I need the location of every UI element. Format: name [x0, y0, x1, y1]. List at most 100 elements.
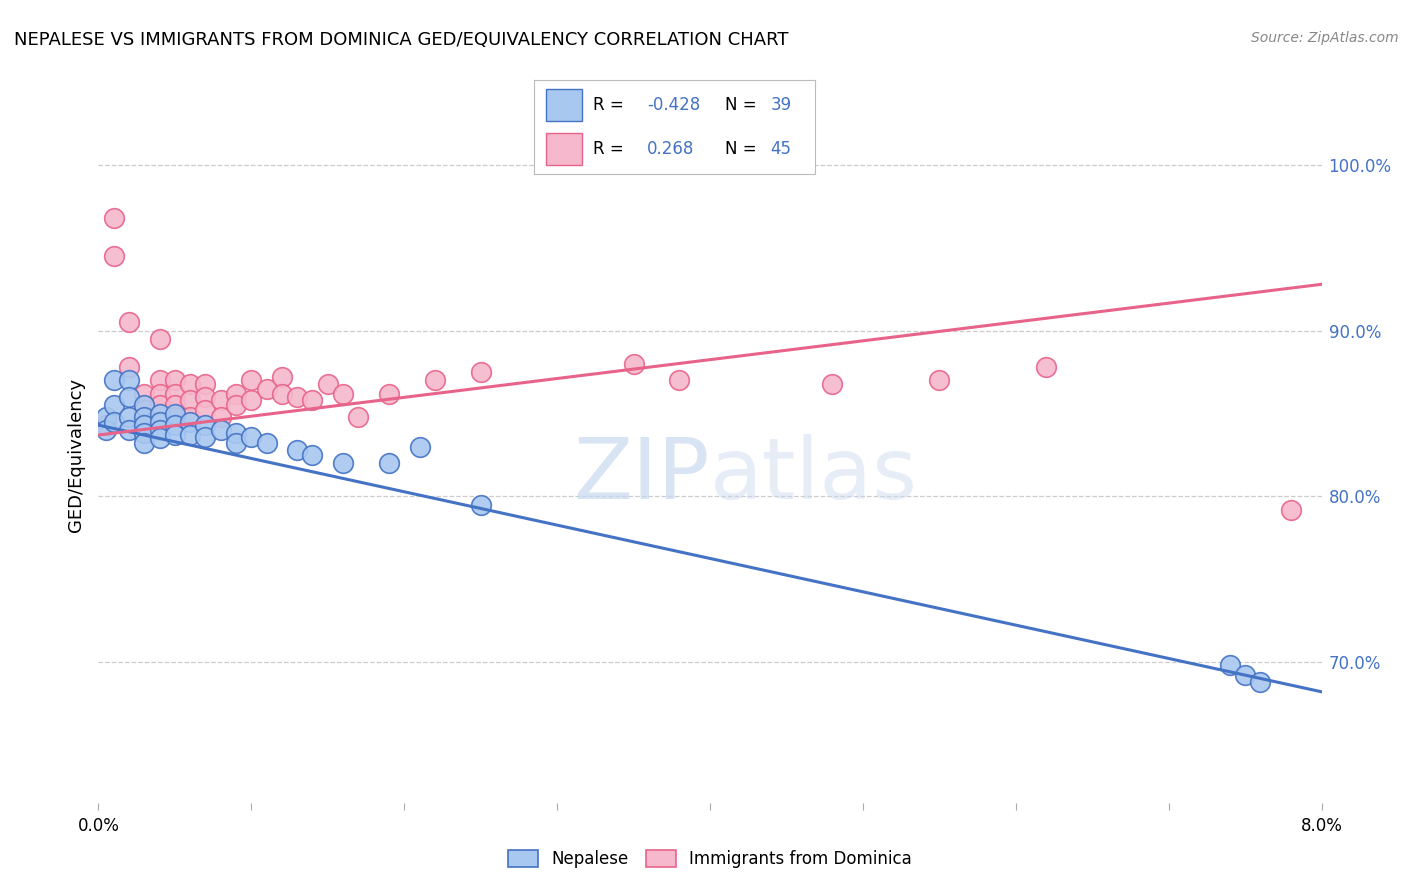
Point	[209, 423, 232, 437]
Point	[270, 370, 294, 384]
Point	[423, 373, 446, 387]
Point	[118, 409, 141, 424]
Point	[134, 436, 156, 450]
Point	[134, 409, 156, 424]
Point	[134, 418, 156, 433]
Bar	[546, 88, 582, 120]
Point	[928, 373, 950, 387]
Point	[1249, 674, 1271, 689]
Point	[1035, 360, 1057, 375]
Point	[94, 423, 117, 437]
Point	[408, 440, 430, 454]
Point	[149, 415, 172, 429]
Point	[347, 409, 370, 424]
Point	[163, 373, 186, 387]
Point	[179, 376, 201, 391]
Text: Source: ZipAtlas.com: Source: ZipAtlas.com	[1251, 31, 1399, 45]
Text: N =: N =	[725, 140, 762, 158]
Point	[194, 376, 217, 391]
Point	[179, 393, 201, 408]
Point	[256, 382, 278, 396]
Point	[149, 407, 172, 421]
Point	[179, 409, 201, 424]
Point	[378, 456, 401, 470]
Text: atlas: atlas	[710, 434, 918, 517]
Point	[225, 398, 247, 412]
Point	[240, 430, 263, 444]
Point	[179, 428, 201, 442]
Point	[163, 409, 186, 424]
Point	[194, 418, 217, 433]
Point	[668, 373, 690, 387]
Point	[118, 423, 141, 437]
Point	[1279, 502, 1302, 516]
Text: 0.268: 0.268	[647, 140, 695, 158]
Point	[256, 436, 278, 450]
Point	[134, 386, 156, 401]
Point	[194, 403, 217, 417]
Text: R =: R =	[593, 140, 634, 158]
Point	[103, 249, 125, 263]
Point	[194, 390, 217, 404]
Text: N =: N =	[725, 95, 762, 113]
Point	[163, 398, 186, 412]
Point	[225, 386, 247, 401]
Point	[240, 373, 263, 387]
Point	[149, 398, 172, 412]
Point	[285, 390, 308, 404]
Point	[470, 498, 492, 512]
Point	[240, 393, 263, 408]
Point	[270, 386, 294, 401]
Point	[103, 415, 125, 429]
Point	[94, 409, 117, 424]
Point	[821, 376, 844, 391]
Point	[149, 332, 172, 346]
Point	[118, 360, 141, 375]
Point	[1219, 658, 1241, 673]
Point	[209, 393, 232, 408]
Point	[103, 211, 125, 225]
Point	[118, 373, 141, 387]
Text: ZIP: ZIP	[574, 434, 710, 517]
Legend: Nepalese, Immigrants from Dominica: Nepalese, Immigrants from Dominica	[502, 843, 918, 874]
Point	[194, 430, 217, 444]
Text: 39: 39	[770, 95, 792, 113]
Point	[285, 442, 308, 457]
Bar	[546, 133, 582, 164]
Point	[118, 390, 141, 404]
Point	[301, 393, 323, 408]
Point	[378, 386, 401, 401]
Point	[118, 315, 141, 329]
Point	[163, 407, 186, 421]
Point	[94, 418, 117, 433]
Point	[103, 373, 125, 387]
Point	[332, 386, 354, 401]
Point	[149, 373, 172, 387]
Point	[149, 423, 172, 437]
Point	[149, 431, 172, 445]
Point	[301, 448, 323, 462]
Point	[163, 428, 186, 442]
Point	[209, 409, 232, 424]
Text: NEPALESE VS IMMIGRANTS FROM DOMINICA GED/EQUIVALENCY CORRELATION CHART: NEPALESE VS IMMIGRANTS FROM DOMINICA GED…	[14, 31, 789, 49]
Point	[134, 403, 156, 417]
Y-axis label: GED/Equivalency: GED/Equivalency	[66, 378, 84, 532]
Point	[623, 357, 645, 371]
Point	[179, 415, 201, 429]
Point	[103, 398, 125, 412]
Point	[134, 398, 156, 412]
Point	[134, 426, 156, 441]
Point	[163, 418, 186, 433]
Text: -0.428: -0.428	[647, 95, 700, 113]
Text: R =: R =	[593, 95, 630, 113]
Point	[225, 426, 247, 441]
Point	[149, 386, 172, 401]
Text: 45: 45	[770, 140, 792, 158]
Point	[225, 436, 247, 450]
Point	[470, 365, 492, 379]
Point	[163, 386, 186, 401]
Point	[1234, 668, 1257, 682]
Point	[332, 456, 354, 470]
Point	[134, 418, 156, 433]
Point	[316, 376, 339, 391]
